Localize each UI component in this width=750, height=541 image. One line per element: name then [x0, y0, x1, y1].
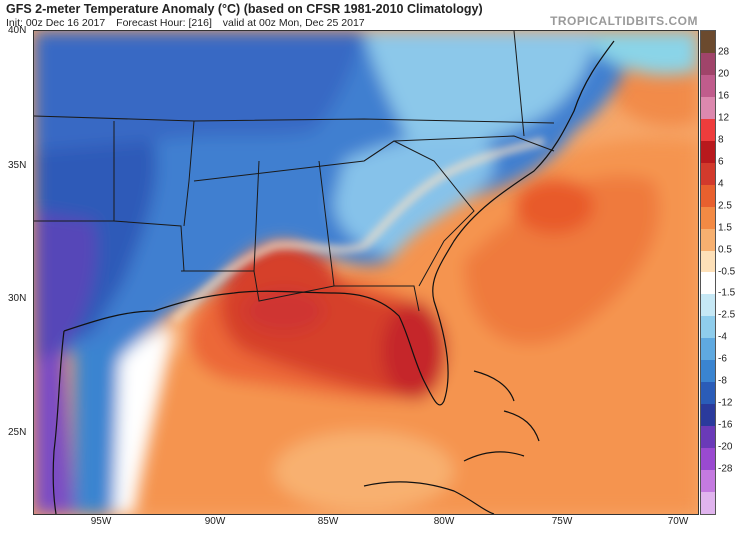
colorbar-segment [701, 228, 715, 251]
site-brand: TROPICALTIDBITS.COM [550, 14, 698, 28]
lat-label-30n: 30N [8, 293, 27, 304]
colorbar-segment [701, 316, 715, 339]
colorbar-label: 28 [718, 46, 730, 58]
colorbar-segment [701, 426, 715, 449]
colorbar-segment [701, 404, 715, 427]
colorbar-segment [701, 382, 715, 405]
lat-label-35n: 35N [8, 160, 27, 171]
colorbar-label: 0.5 [718, 244, 732, 256]
colorbar-label: -28 [718, 463, 733, 475]
colorbar-segment [701, 31, 715, 53]
lon-label-90w: 90W [204, 516, 226, 527]
lon-label-70w: 70W [667, 516, 689, 527]
colorbar-segment [701, 96, 715, 119]
colorbar-label: -2.5 [718, 309, 736, 321]
colorbar-segment [701, 448, 715, 471]
colorbar-label: 4 [718, 178, 724, 190]
colorbar-segment [701, 272, 715, 295]
lon-label-95w: 95W [90, 516, 112, 527]
lat-label-40n: 40N [8, 25, 27, 36]
colorbar-segment [701, 140, 715, 163]
colorbar [700, 30, 716, 515]
colorbar-label: -8 [718, 375, 727, 387]
colorbar-segment [701, 52, 715, 75]
colorbar-label: 20 [718, 68, 730, 80]
colorbar-segment [701, 492, 715, 514]
state-borders [34, 31, 555, 312]
colorbar-label: -6 [718, 353, 727, 365]
colorbar-label: 2.5 [718, 200, 732, 212]
colorbar-segment [701, 162, 715, 185]
init-time: Init: 00z Dec 16 2017 [6, 17, 106, 29]
colorbar-label: 1.5 [718, 222, 732, 234]
colorbar-label: -20 [718, 441, 733, 453]
anomaly-map [33, 30, 699, 515]
colorbar-segment [701, 338, 715, 361]
map-subtitle: Init: 00z Dec 16 2017 Forecast Hour: [21… [6, 17, 373, 29]
forecast-hour: Forecast Hour: [216] [116, 17, 212, 29]
map-title: GFS 2-meter Temperature Anomaly (°C) (ba… [6, 2, 483, 16]
colorbar-label: 16 [718, 90, 730, 102]
lon-label-75w: 75W [551, 516, 573, 527]
coastline [52, 40, 615, 514]
anomaly-boundary [171, 137, 545, 324]
colorbar-label: -1.5 [718, 287, 736, 299]
lat-label-25n: 25N [8, 427, 27, 438]
colorbar-label: 6 [718, 156, 724, 168]
colorbar-segment [701, 294, 715, 317]
colorbar-label: -12 [718, 397, 733, 409]
valid-time: valid at 00z Mon, Dec 25 2017 [222, 17, 365, 29]
colorbar-label: 12 [718, 112, 730, 124]
lon-label-80w: 80W [433, 516, 455, 527]
colorbar-segment [701, 206, 715, 229]
colorbar-segment [701, 184, 715, 207]
colorbar-segment [701, 118, 715, 141]
lon-label-85w: 85W [317, 516, 339, 527]
colorbar-segment [701, 74, 715, 97]
colorbar-segment [701, 470, 715, 493]
colorbar-label: 8 [718, 134, 724, 146]
colorbar-label: -0.5 [718, 266, 736, 277]
colorbar-segment [701, 360, 715, 383]
colorbar-label: -4 [718, 331, 727, 343]
colorbar-segment [701, 250, 715, 273]
colorbar-label: -16 [718, 419, 733, 431]
